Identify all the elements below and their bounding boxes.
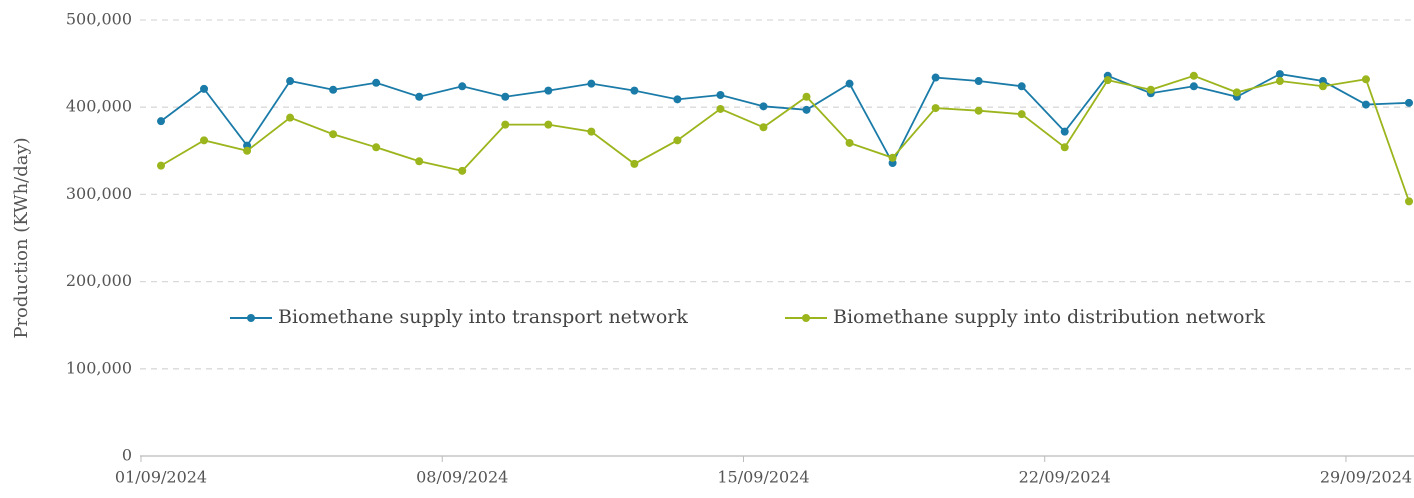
series-line bbox=[160, 74, 1410, 202]
data-point bbox=[1103, 76, 1112, 85]
x-tick-label: 22/09/2024 bbox=[1019, 468, 1111, 487]
data-point bbox=[845, 79, 854, 88]
data-point bbox=[157, 161, 165, 170]
data-point bbox=[1189, 71, 1198, 80]
data-point bbox=[329, 130, 338, 139]
data-point bbox=[157, 117, 165, 126]
data-point bbox=[630, 159, 639, 168]
legend-label: Biomethane supply into transport network bbox=[278, 306, 688, 328]
data-point bbox=[501, 120, 510, 129]
data-point bbox=[200, 84, 209, 93]
data-point bbox=[931, 104, 940, 113]
data-point bbox=[415, 92, 424, 101]
y-tick-label: 200,000 bbox=[66, 271, 132, 290]
data-point bbox=[1405, 197, 1413, 206]
data-point bbox=[716, 90, 725, 99]
data-point bbox=[243, 146, 252, 155]
data-point bbox=[458, 166, 467, 175]
x-tick-label: 29/09/2024 bbox=[1320, 468, 1412, 487]
data-point bbox=[1017, 82, 1026, 91]
legend-marker bbox=[247, 314, 255, 322]
data-point bbox=[845, 138, 854, 147]
data-point bbox=[1060, 127, 1069, 136]
data-point bbox=[1146, 85, 1155, 94]
x-tick-label: 08/09/2024 bbox=[416, 468, 508, 487]
data-point bbox=[372, 143, 381, 152]
data-point bbox=[1318, 82, 1327, 91]
data-point bbox=[501, 92, 510, 101]
data-point bbox=[415, 157, 424, 166]
data-point bbox=[1405, 98, 1413, 107]
data-point bbox=[1275, 77, 1284, 86]
data-point bbox=[759, 123, 768, 132]
data-point bbox=[716, 104, 725, 113]
data-point bbox=[1232, 88, 1241, 97]
data-point bbox=[802, 92, 811, 101]
data-point bbox=[587, 127, 596, 136]
data-point bbox=[286, 77, 295, 86]
data-point bbox=[1060, 143, 1069, 152]
y-axis-label: Production (KWh/day) bbox=[11, 137, 32, 338]
data-point bbox=[759, 102, 768, 111]
data-point bbox=[888, 153, 897, 162]
x-tick-label: 01/09/2024 bbox=[115, 468, 207, 487]
data-point bbox=[1189, 82, 1198, 91]
data-point bbox=[1361, 75, 1370, 84]
y-tick-label: 300,000 bbox=[66, 184, 132, 203]
y-tick-label: 400,000 bbox=[66, 97, 132, 116]
data-point bbox=[329, 85, 338, 94]
y-tick-label: 500,000 bbox=[66, 10, 132, 29]
y-tick-label: 0 bbox=[122, 446, 132, 465]
data-point bbox=[931, 73, 940, 82]
data-point bbox=[630, 86, 639, 95]
x-tick-label: 15/09/2024 bbox=[717, 468, 809, 487]
data-point bbox=[544, 120, 553, 129]
data-point bbox=[673, 95, 682, 104]
data-point bbox=[286, 113, 295, 122]
data-point bbox=[200, 136, 209, 145]
data-point bbox=[1361, 100, 1370, 109]
series-line bbox=[160, 73, 1410, 165]
data-point bbox=[458, 82, 467, 91]
legend-label: Biomethane supply into distribution netw… bbox=[833, 306, 1266, 328]
data-point bbox=[1275, 70, 1284, 79]
legend-marker bbox=[802, 314, 810, 322]
data-point bbox=[974, 106, 983, 115]
data-point bbox=[544, 86, 553, 95]
data-point bbox=[587, 79, 596, 88]
data-point bbox=[974, 77, 983, 86]
data-point bbox=[1017, 110, 1026, 119]
data-point bbox=[802, 105, 811, 114]
legend: Biomethane supply into transport network… bbox=[230, 306, 1266, 328]
data-point bbox=[372, 78, 381, 87]
y-tick-label: 100,000 bbox=[66, 358, 132, 377]
data-point bbox=[673, 136, 682, 145]
